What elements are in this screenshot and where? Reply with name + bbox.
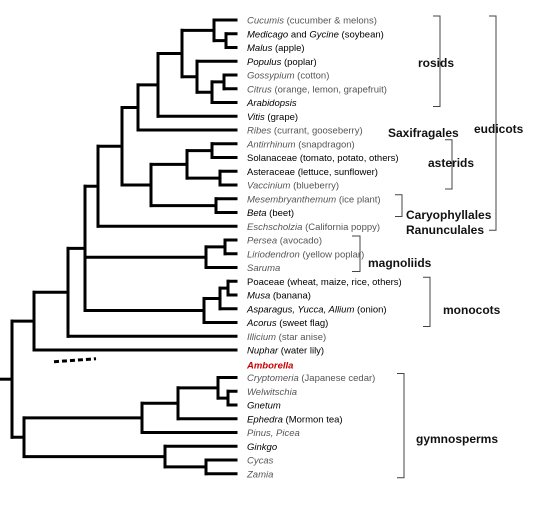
taxon-label-zamia: Zamia (246, 469, 273, 480)
monocots-bracket (423, 276, 431, 327)
taxon-label-cycas: Cycas (247, 456, 274, 467)
taxon-label-ginkgo: Ginkgo (247, 442, 277, 453)
saxifragales-label: Saxifragales (388, 126, 459, 140)
taxon-label-cucumis: Cucumis (cucumber & melons) (247, 16, 377, 27)
tree-branches (0, 18, 238, 476)
taxon-label-illicium: Illicium (star anise) (247, 332, 326, 343)
taxon-label-mesembryanthemum: Mesembryanthemum (ice plant) (247, 194, 381, 205)
taxon-label-vitis: Vitis (grape) (247, 112, 298, 123)
taxon-label-eschscholzia: Eschscholzia (California poppy) (247, 222, 380, 233)
eudicots-label: eudicots (474, 122, 524, 136)
asterids-label: asterids (428, 156, 474, 170)
gymnosperms-label: gymnosperms (416, 432, 498, 446)
taxon-label-poaceae: Poaceae (wheat, maize, rice, others) (247, 277, 402, 288)
taxon-label-persea: Persea (avocado) (247, 236, 322, 247)
taxon-label-citrus: Citrus (orange, lemon, grapefruit) (247, 84, 387, 95)
taxon-label-musa: Musa (banana) (247, 291, 311, 302)
taxon-label-arabidopsis: Arabidopsis (246, 98, 297, 109)
taxon-label-pinus: Pinus, Picea (247, 428, 300, 439)
eudicots-bracket (489, 15, 497, 231)
ranunculales-label: Ranunculales (406, 223, 484, 237)
rosids-label: rosids (418, 56, 454, 70)
taxon-label-populus: Populus (poplar) (247, 57, 317, 68)
taxon-label-welwitschia: Welwitschia (247, 387, 297, 398)
taxon-label-malus: Malus (apple) (247, 43, 305, 54)
taxon-label-asparagus: Asparagus, Yucca, Allium (onion) (246, 304, 387, 315)
taxon-label-ephedra: Ephedra (Mormon tea) (247, 414, 343, 425)
gymnosperms-bracket (397, 373, 405, 479)
taxon-label-asteraceae: Asteraceae (lettuce, sunflower) (247, 167, 378, 178)
taxon-label-vaccinium: Vaccinium (blueberry) (247, 181, 339, 192)
clade-labels: rosids Saxifragales asterids Caryophylla… (368, 56, 524, 446)
taxon-label-beta: Beta (beet) (247, 208, 294, 219)
caryophyllales-label: Caryophyllales (406, 208, 492, 222)
amborella-dashed-branch (53, 357, 97, 364)
taxon-label-saruma: Saruma (247, 263, 280, 274)
taxon-label-antirrhinum: Antirrhinum (snapdragon) (246, 139, 355, 150)
taxon-label-medicago: Medicago and Gycine (soybean) (247, 29, 384, 40)
taxon-label-solanaceae: Solanaceae (tomato, potato, others) (247, 153, 399, 164)
taxon-label-ribes: Ribes (currant, gooseberry) (247, 126, 363, 137)
rosids-bracket (433, 15, 441, 107)
taxon-label-acorus: Acorus (sweet flag) (246, 318, 328, 329)
caryophyllales-bracket (395, 194, 403, 217)
clade-brackets (352, 15, 497, 479)
taxon-label-amborella: Amborella (246, 360, 293, 371)
taxon-label-gossypium: Gossypium (cotton) (247, 71, 329, 82)
taxon-labels: Cucumis (cucumber & melons) Medicago and … (246, 16, 402, 481)
magnoliids-bracket (352, 235, 361, 272)
magnoliids-label: magnoliids (368, 256, 432, 270)
taxon-label-cryptomeria: Cryptomeria (Japanese cedar) (247, 373, 375, 384)
taxon-label-gnetum: Gnetum (247, 401, 281, 412)
monocots-label: monocots (443, 303, 501, 317)
taxon-label-liriodendron: Liriodendron (yellow poplar) (247, 249, 364, 260)
taxon-label-nuphar: Nuphar (water lily) (247, 346, 324, 357)
asterids-bracket (445, 139, 453, 190)
